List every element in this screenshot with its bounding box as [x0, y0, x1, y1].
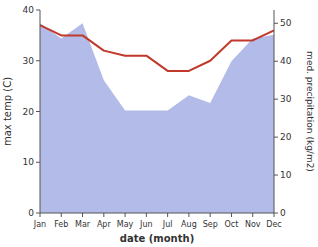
y2-tick-label: 50: [280, 18, 292, 28]
y-tick: [36, 111, 40, 112]
y2-tick: [274, 99, 278, 100]
y-axis-label: max temp (C): [2, 77, 13, 146]
y2-tick: [274, 23, 278, 24]
y2-axis-label: med. precipitation (kg/m2): [305, 51, 315, 172]
y-tick: [36, 213, 40, 214]
y2-tick: [274, 175, 278, 176]
chart: 0 10 20 30 40 0 10 20 30 40 50 Jan Feb Mar Apr May Jun Ju…: [0, 0, 318, 247]
x-tick: [167, 213, 168, 217]
x-tick-label: Dec: [266, 220, 281, 229]
y-tick-label: 10: [23, 157, 35, 167]
x-tick-label: Sep: [203, 220, 218, 229]
x-tick-label: Oct: [225, 220, 239, 229]
x-tick: [103, 213, 104, 217]
y2-tick-label: 0: [280, 208, 286, 218]
y-tick: [36, 60, 40, 61]
x-tick-label: Aug: [181, 220, 197, 229]
x-tick: [146, 213, 147, 217]
x-tick-label: Jun: [139, 220, 153, 229]
x-tick-label: Jul: [162, 220, 173, 229]
x-tick: [188, 213, 189, 217]
y2-tick-label: 10: [280, 170, 292, 180]
y2-tick-label: 40: [280, 56, 292, 66]
precipitation-area: [40, 23, 274, 213]
y-tick-label: 30: [23, 56, 35, 66]
y2-tick-label: 30: [280, 94, 292, 104]
y2-tick: [274, 213, 278, 214]
x-tick: [40, 213, 41, 217]
y2-tick-label: 20: [280, 132, 292, 142]
x-tick: [82, 213, 83, 217]
x-tick: [210, 213, 211, 217]
x-tick-label: Mar: [75, 220, 91, 229]
x-axis-line: [40, 213, 274, 214]
y-tick: [36, 162, 40, 163]
y-tick-label: 40: [23, 5, 35, 15]
x-tick: [125, 213, 126, 217]
x-axis-label: date (month): [120, 233, 194, 244]
x-tick: [231, 213, 232, 217]
x-tick-label: Feb: [54, 220, 68, 229]
y-tick-label: 0: [28, 208, 34, 218]
x-tick-label: Jan: [33, 220, 46, 229]
y2-tick: [274, 61, 278, 62]
x-tick-label: May: [117, 220, 134, 229]
y2-axis-line: [274, 10, 275, 213]
y-tick: [36, 10, 40, 11]
x-tick-label: Apr: [97, 220, 112, 229]
x-tick: [252, 213, 253, 217]
x-tick: [274, 213, 275, 217]
temperature-line: [40, 25, 274, 71]
plot-area: [40, 23, 274, 213]
x-tick-label: Nov: [245, 220, 261, 229]
y2-tick: [274, 137, 278, 138]
x-tick: [61, 213, 62, 217]
y-tick-label: 20: [23, 107, 35, 117]
